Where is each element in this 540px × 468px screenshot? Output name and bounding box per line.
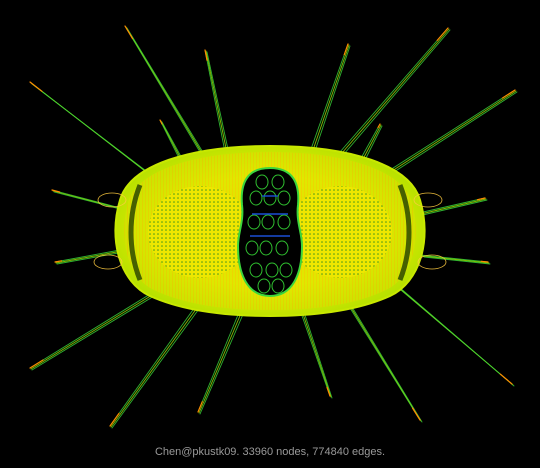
side-loops [93,192,447,270]
graph-caption: Chen@pkustk09. 33960 nodes, 774840 edges… [154,446,386,458]
cavity-blue-edges [250,195,290,237]
left-ridge [128,184,143,281]
radiating-edge-bundles [29,25,518,429]
central-cavity [236,166,304,298]
cavity-cells [245,174,293,294]
left-lobe [148,186,252,278]
right-ridge [397,184,412,281]
right-lobe [288,186,392,278]
